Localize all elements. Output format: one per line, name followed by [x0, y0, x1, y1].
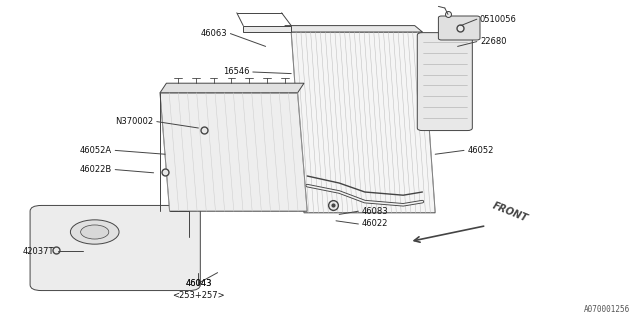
Text: 42037T: 42037T — [23, 247, 54, 256]
Text: FRONT: FRONT — [492, 201, 530, 224]
Text: 22680: 22680 — [480, 37, 506, 46]
Polygon shape — [285, 26, 422, 32]
Text: 46043: 46043 — [185, 279, 212, 288]
Polygon shape — [243, 26, 291, 32]
FancyBboxPatch shape — [417, 33, 472, 131]
Text: 46052: 46052 — [467, 146, 493, 155]
Polygon shape — [160, 83, 304, 93]
Text: 46022B: 46022B — [80, 165, 112, 174]
FancyBboxPatch shape — [438, 16, 480, 40]
Circle shape — [70, 220, 119, 244]
Text: <253+257>: <253+257> — [172, 291, 225, 300]
Text: 46063: 46063 — [200, 29, 227, 38]
Polygon shape — [291, 32, 435, 213]
Text: 46052A: 46052A — [80, 146, 112, 155]
Text: 46022: 46022 — [362, 220, 388, 228]
Text: 16546: 16546 — [223, 68, 250, 76]
Text: N370002: N370002 — [115, 117, 154, 126]
Circle shape — [81, 225, 109, 239]
Text: A070001256: A070001256 — [584, 305, 630, 314]
FancyBboxPatch shape — [30, 205, 200, 291]
Text: 46083: 46083 — [362, 207, 388, 216]
Text: 46043: 46043 — [185, 279, 212, 288]
Polygon shape — [160, 93, 307, 211]
Text: 0510056: 0510056 — [480, 15, 517, 24]
